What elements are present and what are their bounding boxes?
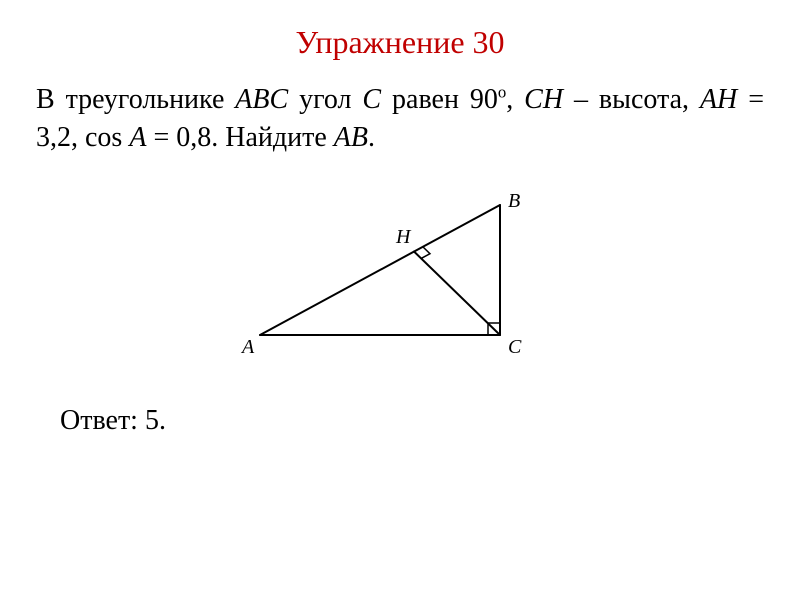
text-part: = 0,8. Найдите — [146, 122, 333, 153]
var-c: C — [362, 84, 381, 115]
problem-statement: В треугольнике ABC угол C равен 90о, CH … — [0, 61, 800, 157]
degree-symbol: о — [498, 83, 506, 102]
var-ah: AH — [700, 84, 737, 115]
text-part: . — [368, 122, 375, 153]
svg-text:A: A — [240, 336, 255, 358]
text-part: угол — [288, 84, 362, 115]
text-part: – высота, — [563, 84, 700, 115]
var-ab: AB — [334, 122, 368, 153]
text-part: В треугольнике — [36, 84, 235, 115]
text-part: , — [506, 84, 524, 115]
svg-text:B: B — [508, 190, 520, 212]
answer-line: Ответ: 5. — [0, 365, 800, 437]
var-ch: CH — [524, 84, 563, 115]
diagram-container: A C B H — [0, 157, 800, 365]
var-abc: ABC — [235, 84, 288, 115]
triangle-diagram: A C B H — [240, 185, 560, 365]
page-title: Упражнение 30 — [0, 0, 800, 61]
svg-text:H: H — [395, 226, 412, 248]
var-a: A — [129, 122, 146, 153]
svg-text:C: C — [508, 336, 522, 358]
title-text: Упражнение 30 — [295, 24, 504, 60]
text-part: равен 90 — [381, 84, 498, 115]
answer-label: Ответ: — [60, 405, 145, 436]
answer-value: 5. — [145, 405, 166, 436]
